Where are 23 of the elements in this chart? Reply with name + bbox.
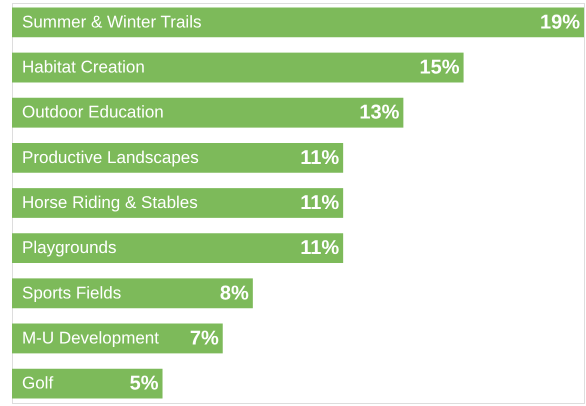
bar [12,8,584,38]
y-tick-label: M-U Development [22,328,160,348]
y-tick-label: Sports Fields [22,283,122,302]
data-label: 15% [420,56,460,79]
y-tick-label: Horse Riding & Stables [22,193,198,212]
data-label: 11% [300,146,340,169]
bar [12,98,404,128]
data-label: 8% [220,282,250,304]
y-tick-label: Summer & Winter Trails [22,12,202,32]
data-label: 7% [190,327,219,350]
bar [12,233,344,264]
y-tick-label: Outdoor Education [22,102,164,122]
bar [12,52,464,82]
data-label: 19% [540,11,580,34]
data-label: 11% [300,192,340,214]
y-tick-label: Golf [22,374,54,393]
data-label: 13% [359,102,400,124]
bar [12,368,163,398]
y-tick-label: Productive Landscapes [22,148,199,167]
data-label: 11% [300,237,340,260]
y-tick-label: Habitat Creation [22,58,145,77]
y-tick-label: Playgrounds [22,238,117,258]
data-label: 5% [130,372,159,395]
